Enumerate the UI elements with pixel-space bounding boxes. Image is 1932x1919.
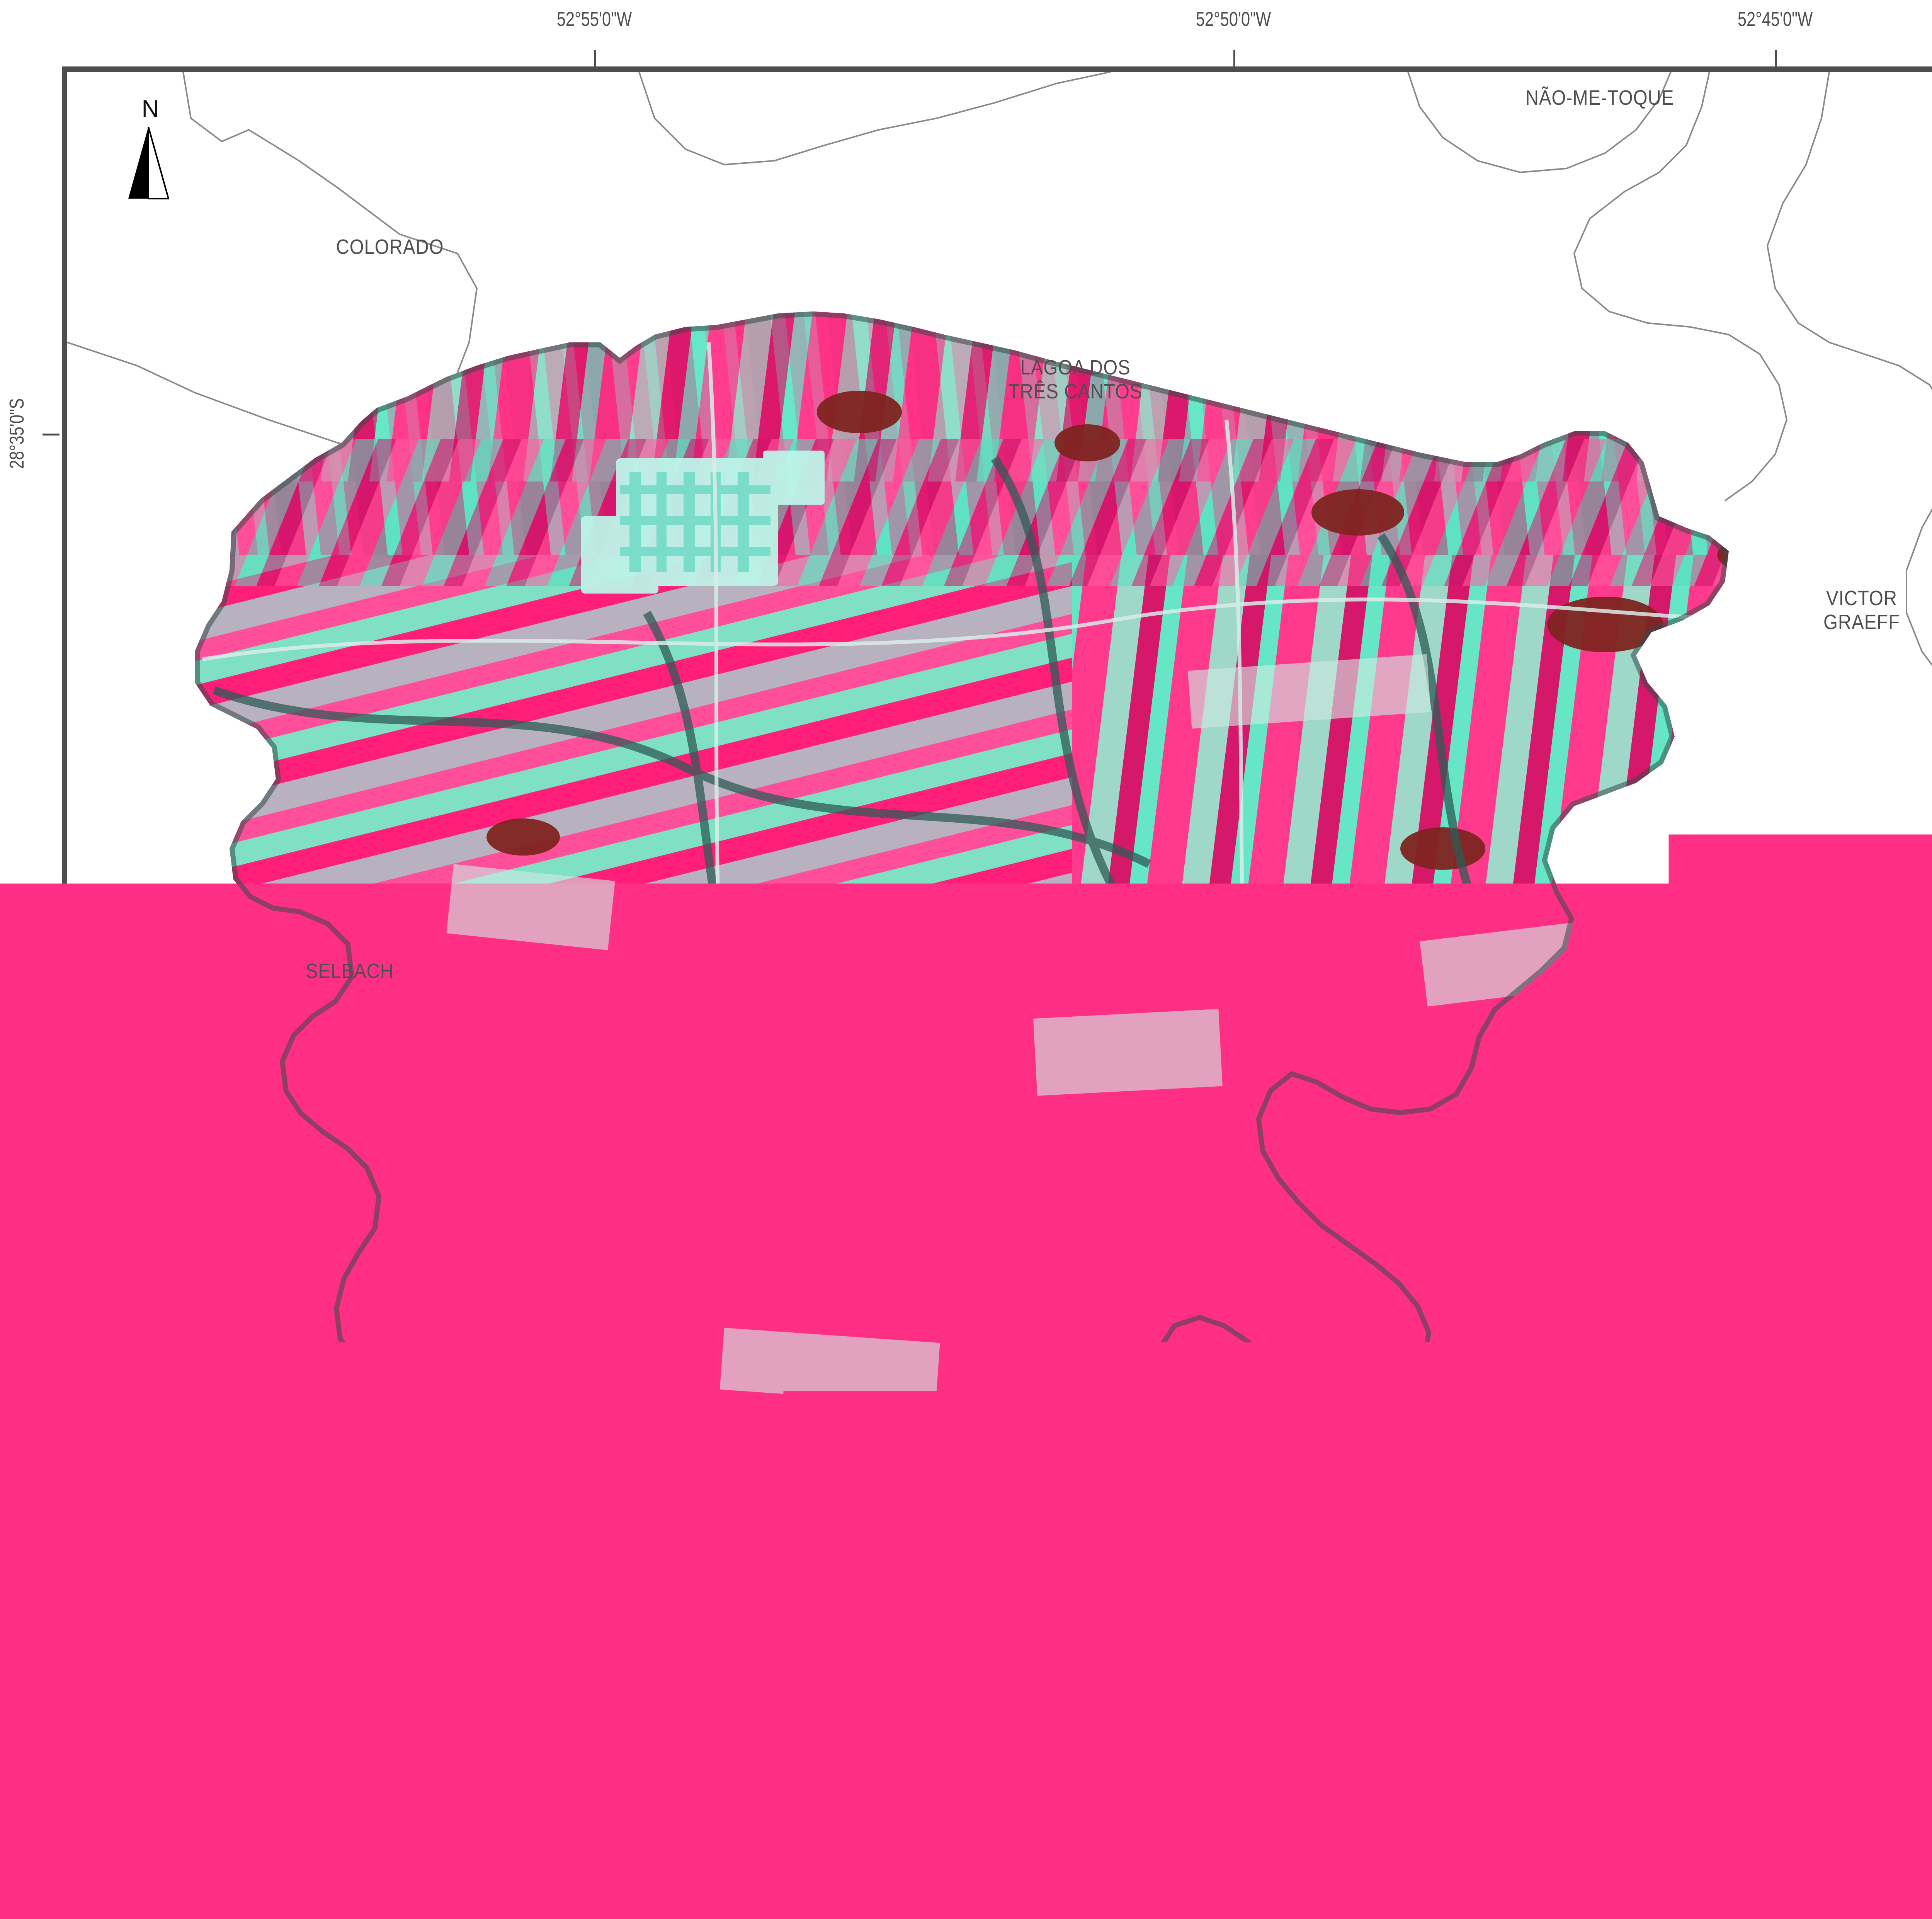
scale-box-1 [123, 1777, 220, 1805]
map-canvas[interactable]: COLORADO NÃO-ME-TOQUE LAGOA DOS TRÊS CAN… [67, 72, 1932, 1847]
scale-tick-8: 8 km [507, 1751, 547, 1777]
muni-label-espumoso: ESPUMOSO [961, 1404, 1070, 1427]
muni-label-soledade: SOLEDADE [1830, 1563, 1932, 1587]
scale-box-2 [220, 1777, 316, 1805]
grat-label-bottom-1: 52°55'0"W [557, 1880, 632, 1904]
muni-label-lagoa-dos-tres-cantos: LAGOA DOS TRÊS CANTOS [1009, 356, 1143, 403]
grat-tick-bottom-3 [1775, 1853, 1777, 1870]
scale-bar-boxes [123, 1777, 510, 1805]
grat-label-left-3: 28°45'0"S [5, 1483, 29, 1554]
scale-tick-0: 0 [118, 1751, 128, 1777]
grat-tick-top-1 [594, 50, 596, 67]
grat-label-bottom-2: 52°50'0"W [1196, 1880, 1271, 1904]
map-frame: COLORADO NÃO-ME-TOQUE LAGOA DOS TRÊS CAN… [62, 66, 1932, 1853]
grat-tick-left-3 [43, 1519, 60, 1521]
scale-box-3 [316, 1777, 413, 1805]
north-arrow-label: N [142, 95, 159, 122]
grat-label-left-2: 28°40'0"S [5, 915, 29, 986]
scale-tick-2: 2 [219, 1751, 229, 1777]
muni-label-alto-alegre: ALTO ALEGRE [271, 1634, 347, 1682]
muni-label-victor-graeff: VICTOR GRAEFF [1823, 587, 1900, 634]
grat-tick-top-3 [1775, 50, 1777, 67]
muni-label-colorado: COLORADO [336, 235, 444, 259]
muni-label-selbach: SELBACH [306, 960, 394, 983]
scale-bar-ticks: 0 2 4 8 km [123, 1750, 527, 1777]
grat-tick-top-2 [1233, 50, 1235, 67]
grat-tick-left-2 [43, 951, 60, 953]
grat-label-left-1: 28°35'0"S [5, 398, 29, 469]
north-arrow: N [125, 99, 175, 199]
grat-tick-bottom-2 [1233, 1853, 1235, 1870]
grat-tick-bottom-1 [594, 1853, 596, 1870]
grat-label-top-3: 52°45'0"W [1738, 8, 1813, 31]
scale-tick-4: 4 [320, 1751, 330, 1777]
muni-label-nao-me-toque: NÃO-ME-TOQUE [1525, 86, 1674, 110]
muni-label-mormaco: MORMAÇO [1852, 1279, 1932, 1303]
grat-tick-left-1 [43, 434, 60, 436]
grat-label-top-2: 52°50'0"W [1196, 8, 1271, 31]
scale-box-4 [413, 1777, 510, 1805]
grat-label-top-1: 52°55'0"W [557, 8, 632, 31]
grat-label-bottom-3: 52°45'0"W [1738, 1880, 1813, 1904]
scale-bar: 0 2 4 8 km [123, 1750, 527, 1805]
